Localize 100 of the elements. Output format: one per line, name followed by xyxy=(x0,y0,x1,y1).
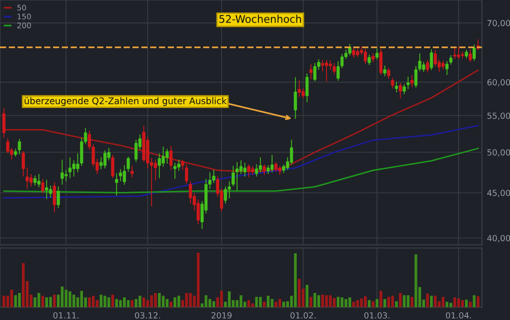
y-tick-label: 60,00 xyxy=(487,79,510,86)
candlestick xyxy=(184,164,188,184)
candlestick xyxy=(387,68,390,79)
bar xyxy=(150,295,153,308)
bar xyxy=(298,278,301,308)
candlestick xyxy=(328,60,332,70)
candlestick xyxy=(290,140,294,164)
bar xyxy=(310,296,312,308)
candlestick xyxy=(224,186,227,204)
candlestick xyxy=(243,162,246,176)
candlestick xyxy=(332,62,336,74)
bar xyxy=(208,299,212,308)
bar xyxy=(14,295,17,308)
bar xyxy=(49,296,52,308)
bar xyxy=(430,296,433,308)
candlestick xyxy=(72,160,76,176)
candlestick xyxy=(169,146,173,170)
candlestick xyxy=(30,174,33,186)
candlestick xyxy=(247,164,250,178)
bar xyxy=(34,297,36,308)
candlestick xyxy=(379,48,382,75)
x-tick-label: 01.04. xyxy=(446,312,471,319)
candlestick xyxy=(188,181,192,204)
bar xyxy=(130,300,134,308)
bar xyxy=(376,299,378,308)
candlestick xyxy=(453,47,456,59)
x-tick-label: 01.11. xyxy=(53,312,78,319)
bar xyxy=(119,300,122,308)
bar xyxy=(270,299,274,308)
candlestick xyxy=(18,138,22,154)
bar xyxy=(196,252,200,308)
bar xyxy=(402,295,406,308)
bar xyxy=(189,293,192,308)
bar xyxy=(134,299,138,308)
bar xyxy=(60,286,64,308)
candlestick xyxy=(321,60,324,72)
y-tick-label: 70,00 xyxy=(487,20,510,28)
bar xyxy=(472,295,476,308)
candlestick xyxy=(134,140,138,162)
bar xyxy=(158,293,161,308)
bar xyxy=(461,300,464,308)
candlestick xyxy=(254,164,258,176)
bar xyxy=(294,253,297,308)
bar xyxy=(368,300,371,308)
bar xyxy=(255,296,258,308)
candlestick xyxy=(309,64,313,80)
bar xyxy=(204,295,208,308)
candlestick xyxy=(375,48,379,60)
bar xyxy=(278,299,282,308)
bar xyxy=(212,301,216,308)
bar xyxy=(240,295,242,308)
bar xyxy=(185,293,188,308)
candlestick xyxy=(406,76,410,90)
bar xyxy=(360,298,363,308)
candlestick xyxy=(232,166,235,186)
bar xyxy=(72,294,76,308)
bar xyxy=(395,301,398,308)
candlestick xyxy=(103,150,107,168)
bar xyxy=(465,300,468,308)
candlestick xyxy=(239,160,243,174)
candlestick xyxy=(56,186,60,208)
bar xyxy=(64,290,68,308)
candlestick xyxy=(313,62,316,82)
candlestick xyxy=(236,162,239,191)
bar xyxy=(80,290,83,308)
candlestick xyxy=(460,52,464,58)
candlestick xyxy=(37,174,40,188)
bar xyxy=(391,296,394,308)
candlestick xyxy=(111,154,114,178)
candlestick xyxy=(422,62,426,72)
candlestick xyxy=(173,162,176,179)
y-tick-label: 50,00 xyxy=(487,149,510,156)
candlestick xyxy=(33,176,37,186)
bar xyxy=(38,293,40,308)
candlestick xyxy=(118,169,122,182)
bar xyxy=(380,290,382,308)
ref-line-label: 52-Wochenhoch xyxy=(219,14,302,23)
candlestick xyxy=(383,65,386,76)
bar xyxy=(111,294,114,308)
line-series xyxy=(3,124,479,199)
bar xyxy=(247,300,250,308)
candlestick xyxy=(52,182,56,212)
bar xyxy=(340,297,344,308)
line-series xyxy=(3,69,479,172)
bar xyxy=(321,294,324,308)
candlestick xyxy=(305,74,309,102)
bar xyxy=(317,295,320,308)
bar xyxy=(476,296,480,308)
y-tick-label: 40,00 xyxy=(487,234,510,242)
candlestick xyxy=(426,60,430,72)
bar xyxy=(410,296,414,308)
candlestick xyxy=(298,80,301,97)
candlestick xyxy=(48,186,52,198)
bar xyxy=(329,295,332,308)
bar xyxy=(274,302,278,308)
bar xyxy=(406,295,410,308)
bar xyxy=(154,293,157,308)
candlestick xyxy=(294,77,297,119)
candlestick xyxy=(41,178,44,194)
bar xyxy=(68,291,72,308)
